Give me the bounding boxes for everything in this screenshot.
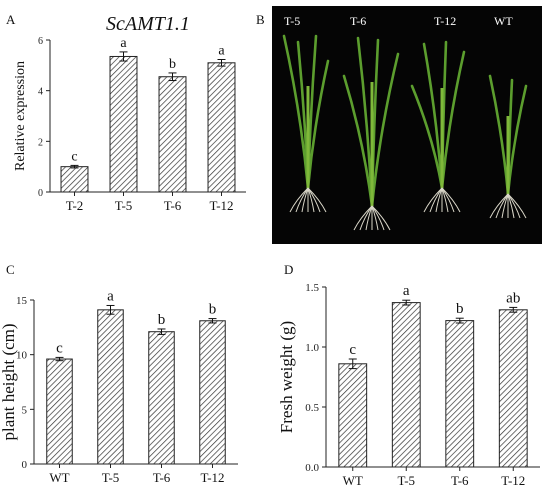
plant-photo: T-5 T-6 T-12 WT	[272, 6, 542, 244]
panel-d-label: D	[284, 262, 294, 277]
y-axis-label: Fresh weight (g)	[278, 321, 296, 433]
x-tick-label: WT	[343, 473, 363, 488]
plant-root	[507, 193, 515, 219]
y-tick-label: 2	[38, 137, 43, 148]
y-tick-label: 6	[38, 36, 43, 47]
plant-root	[289, 187, 309, 213]
plant-root	[489, 193, 509, 219]
plant-root	[507, 193, 527, 219]
x-tick-label: T-6	[153, 470, 171, 485]
plant-root	[441, 187, 461, 213]
x-tick-label: T-12	[501, 473, 525, 488]
significance-letter: ab	[506, 290, 520, 306]
x-tick-label: T-12	[200, 470, 224, 485]
y-tick-label: 0.5	[305, 402, 319, 414]
plant-root	[429, 187, 443, 213]
significance-letter: b	[456, 301, 464, 317]
plant-root	[295, 187, 309, 213]
plant-root	[495, 193, 509, 219]
bar	[338, 363, 368, 468]
x-tick-label: WT	[49, 470, 69, 485]
plant-leaf	[356, 36, 374, 208]
bar	[207, 62, 236, 193]
y-axis-label: Relative expression	[13, 61, 28, 171]
plants-drawing	[282, 34, 528, 231]
plant-root	[435, 187, 443, 213]
significance-letter: b	[209, 302, 217, 318]
plant-leaf	[410, 84, 444, 190]
significance-letter: a	[107, 288, 114, 304]
plant-root	[501, 193, 509, 219]
photo-label-t5: T-5	[284, 14, 301, 28]
significance-letter: c	[56, 340, 63, 356]
panel-c-label: C	[6, 262, 15, 277]
bar	[158, 76, 187, 193]
plant-root	[371, 205, 391, 231]
x-tick-label: T-5	[102, 470, 120, 485]
significance-letter: c	[71, 149, 77, 164]
plant	[488, 74, 528, 219]
y-tick-label: 0	[22, 459, 28, 471]
plant	[282, 34, 330, 213]
photo-label-t6: T-6	[350, 14, 367, 28]
plant-leaf	[342, 74, 374, 208]
photo-label-t12: T-12	[434, 14, 457, 28]
bar	[60, 166, 89, 193]
plant-root	[365, 205, 373, 231]
significance-letter: a	[403, 283, 410, 299]
plant-root	[301, 187, 309, 213]
bar	[391, 302, 421, 468]
x-tick-label: T-12	[209, 198, 233, 213]
bar	[148, 331, 175, 465]
plant-root	[371, 205, 379, 231]
y-tick-label: 1.0	[305, 342, 319, 354]
bar	[109, 55, 138, 193]
plant-root	[423, 187, 443, 213]
y-tick-label: 0.0	[305, 462, 319, 474]
significance-letter: b	[169, 57, 176, 72]
significance-letter: c	[349, 342, 356, 358]
plant-root	[359, 205, 373, 231]
y-axis-label: plant height (cm)	[0, 323, 18, 440]
chart-title: ScAMT1.1	[106, 13, 190, 35]
bar	[498, 309, 528, 468]
x-tick-label: T-5	[115, 198, 133, 213]
plant-root	[441, 187, 449, 213]
x-tick-label: T-5	[397, 473, 415, 488]
plant-root	[353, 205, 373, 231]
plant-root	[307, 187, 327, 213]
bar	[46, 358, 73, 465]
plant-leaf	[440, 50, 466, 190]
x-tick-label: T-2	[66, 198, 84, 213]
photo-label-wt: WT	[494, 14, 513, 28]
plant-leaf	[422, 42, 444, 190]
y-tick-label: 0	[38, 188, 43, 199]
y-tick-label: 5	[22, 404, 28, 416]
y-tick-label: 4	[38, 87, 43, 98]
plant-leaf	[370, 52, 400, 208]
significance-letter: a	[120, 36, 127, 51]
panel-b-label: B	[256, 12, 265, 27]
x-tick-label: T-6	[164, 198, 182, 213]
expression-chart: 0 2 4 6 c T-2 a T-5 b T-6 a T-12 Relative expression…	[13, 13, 246, 213]
plant	[342, 36, 400, 231]
plant-leaf	[488, 74, 510, 196]
significance-letter: b	[158, 312, 166, 328]
y-tick-label: 10	[16, 350, 28, 362]
bar	[199, 320, 226, 465]
plant-root	[307, 187, 315, 213]
bar	[445, 320, 475, 468]
panel-a-label: A	[6, 12, 16, 27]
significance-letter: a	[218, 44, 225, 59]
y-tick-label: 1.5	[305, 282, 319, 294]
plant	[410, 40, 466, 213]
fresh-weight-chart: 0.0 0.5 1.0 1.5 c WT a T-5 b T-6 ab T-12 Fresh weigh…	[278, 282, 540, 488]
plant-height-chart: 0 5 10 15 c WT a T-5 b T-6 b T-12 plant height (cm)	[0, 288, 238, 485]
y-tick-label: 15	[16, 295, 28, 307]
x-tick-label: T-6	[451, 473, 469, 488]
bar	[97, 309, 124, 465]
